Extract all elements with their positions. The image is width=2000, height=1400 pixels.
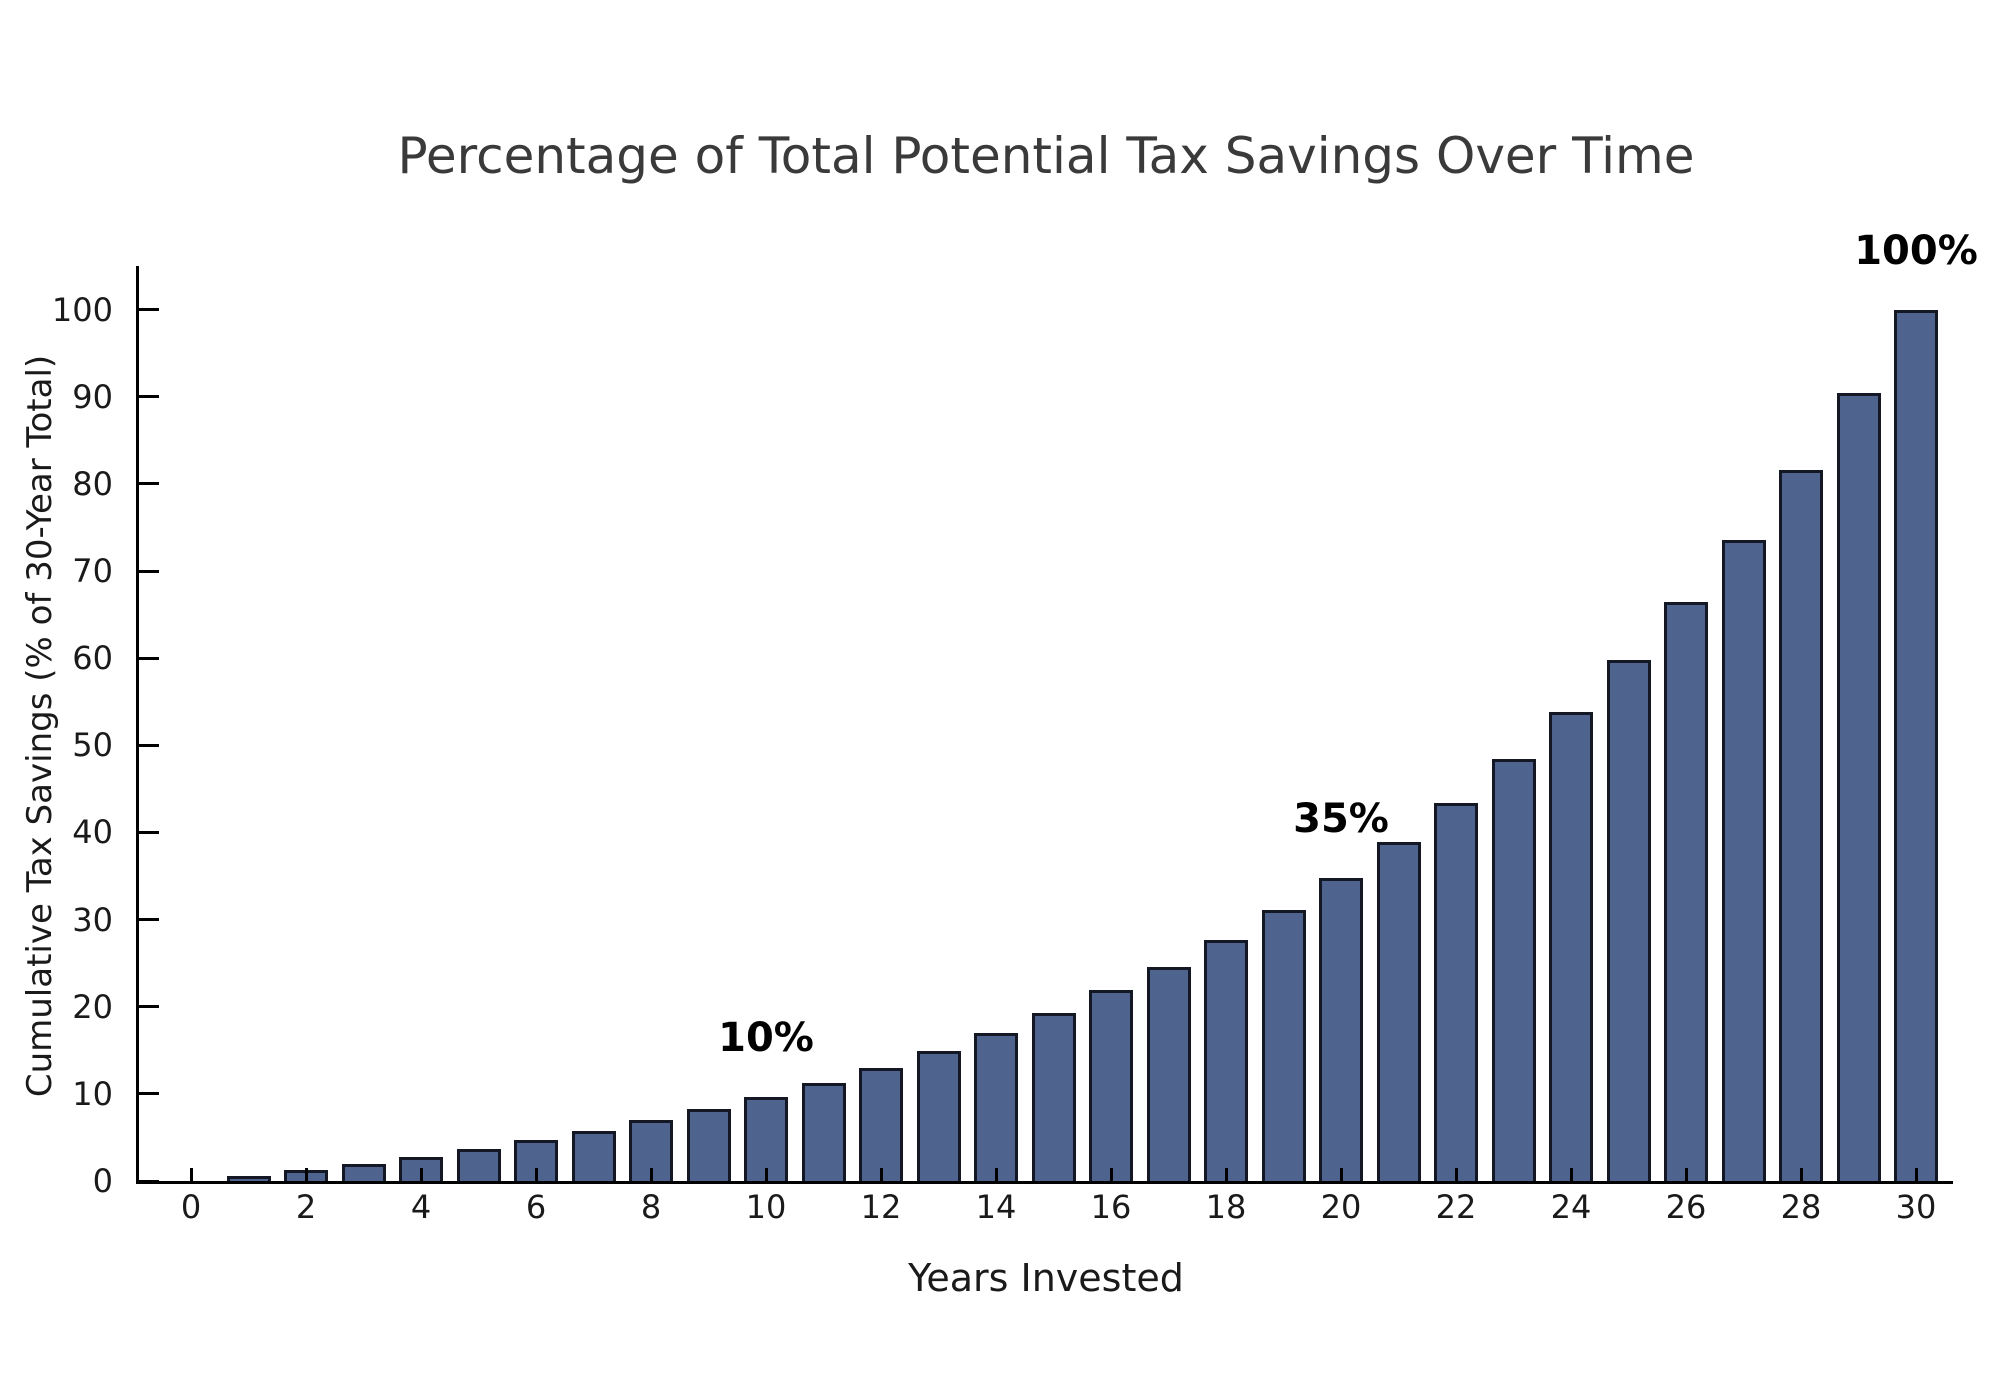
bar-year-28 <box>1779 469 1823 1181</box>
x-tick-mark-16 <box>1109 1168 1113 1181</box>
bar-year-15 <box>1031 1012 1076 1181</box>
x-tick-label-18: 18 <box>1205 1188 1247 1226</box>
y-tick-mark-50 <box>139 743 159 747</box>
x-tick-mark-22 <box>1454 1168 1458 1181</box>
y-tick-label-40: 40 <box>72 813 113 852</box>
y-tick-label-10: 10 <box>72 1074 113 1113</box>
bar-year-24 <box>1549 712 1593 1181</box>
x-tick-label-12: 12 <box>860 1188 902 1226</box>
y-tick-label-80: 80 <box>72 464 113 503</box>
bar-year-14 <box>974 1032 1018 1181</box>
y-tick-mark-10 <box>139 1092 159 1096</box>
x-tick-label-26: 26 <box>1665 1188 1707 1226</box>
bar-year-18 <box>1204 939 1248 1181</box>
x-tick-mark-28 <box>1799 1168 1803 1181</box>
y-tick-mark-100 <box>139 308 159 312</box>
x-tick-mark-6 <box>534 1168 538 1181</box>
x-tick-label-20: 20 <box>1320 1188 1362 1226</box>
x-tick-label-4: 4 <box>410 1188 432 1226</box>
y-tick-label-90: 90 <box>72 377 113 416</box>
bar-year-5 <box>456 1148 501 1181</box>
bar-year-1 <box>226 1175 271 1181</box>
x-tick-mark-2 <box>304 1168 308 1181</box>
y-tick-label-100: 100 <box>51 290 113 329</box>
bar-year-16 <box>1089 990 1133 1181</box>
x-tick-label-30: 30 <box>1895 1188 1937 1226</box>
y-tick-mark-90 <box>139 395 159 399</box>
bar-year-6 <box>514 1140 558 1181</box>
x-axis-label: Years Invested <box>908 1256 1184 1300</box>
chart-title: Percentage of Total Potential Tax Saving… <box>397 127 1695 185</box>
x-tick-mark-24 <box>1569 1168 1573 1181</box>
x-tick-mark-8 <box>649 1168 653 1181</box>
x-tick-mark-26 <box>1684 1168 1688 1181</box>
x-tick-label-10: 10 <box>745 1188 787 1226</box>
y-tick-label-0: 0 <box>92 1162 113 1200</box>
bar-year-12 <box>859 1067 903 1181</box>
y-tick-mark-60 <box>139 656 159 660</box>
y-tick-label-30: 30 <box>72 900 113 939</box>
x-tick-mark-30 <box>1914 1168 1918 1181</box>
x-tick-label-14: 14 <box>975 1188 1017 1226</box>
x-tick-label-0: 0 <box>180 1188 202 1226</box>
bar-year-3 <box>341 1163 386 1181</box>
x-tick-label-16: 16 <box>1090 1188 1132 1226</box>
x-tick-mark-14 <box>994 1168 998 1181</box>
x-tick-mark-10 <box>764 1168 768 1181</box>
bar-year-29 <box>1836 393 1881 1181</box>
y-tick-mark-20 <box>139 1005 159 1009</box>
bar-year-13 <box>916 1051 961 1181</box>
bar-year-22 <box>1434 802 1478 1181</box>
annotation-10%: 10% <box>718 1014 814 1061</box>
bar-year-25 <box>1606 659 1651 1181</box>
annotation-100%: 100% <box>1854 227 1978 274</box>
bar-year-17 <box>1146 966 1191 1181</box>
bar-year-27 <box>1721 539 1766 1181</box>
x-tick-mark-4 <box>419 1168 423 1181</box>
y-tick-mark-80 <box>139 482 159 486</box>
x-tick-mark-18 <box>1224 1168 1228 1181</box>
y-tick-mark-40 <box>139 830 159 834</box>
x-tick-label-6: 6 <box>525 1188 547 1226</box>
x-tick-mark-12 <box>879 1168 883 1181</box>
y-tick-label-20: 20 <box>72 987 113 1026</box>
x-tick-label-24: 24 <box>1550 1188 1592 1226</box>
x-tick-label-8: 8 <box>640 1188 662 1226</box>
bar-year-11 <box>801 1082 846 1181</box>
y-tick-mark-70 <box>139 569 159 573</box>
bar-year-7 <box>571 1130 616 1181</box>
bar-year-9 <box>686 1108 731 1181</box>
annotation-35%: 35% <box>1293 795 1389 842</box>
x-tick-mark-20 <box>1339 1168 1343 1181</box>
bar-year-23 <box>1491 759 1536 1181</box>
bar-year-10 <box>744 1096 788 1181</box>
bar-year-26 <box>1664 602 1708 1181</box>
bar-year-30 <box>1894 309 1938 1181</box>
y-tick-label-70: 70 <box>72 552 113 590</box>
x-tick-mark-0 <box>189 1168 193 1181</box>
bar-year-20 <box>1319 877 1363 1181</box>
plot-area: 0 10 20 30 40 50 60 70 80 90 100 0 2 4 6 8 10 12 14 16 18 20 2… <box>52 228 1978 1225</box>
bar-year-21 <box>1376 842 1421 1181</box>
x-tick-label-22: 22 <box>1435 1188 1477 1226</box>
y-tick-mark-0 <box>139 1179 159 1183</box>
y-tick-mark-30 <box>139 918 159 922</box>
x-tick-label-2: 2 <box>295 1188 317 1226</box>
y-tick-label-50: 50 <box>72 726 113 765</box>
bar-year-19 <box>1261 910 1306 1181</box>
y-tick-label-60: 60 <box>72 639 113 678</box>
x-tick-label-28: 28 <box>1780 1188 1822 1226</box>
